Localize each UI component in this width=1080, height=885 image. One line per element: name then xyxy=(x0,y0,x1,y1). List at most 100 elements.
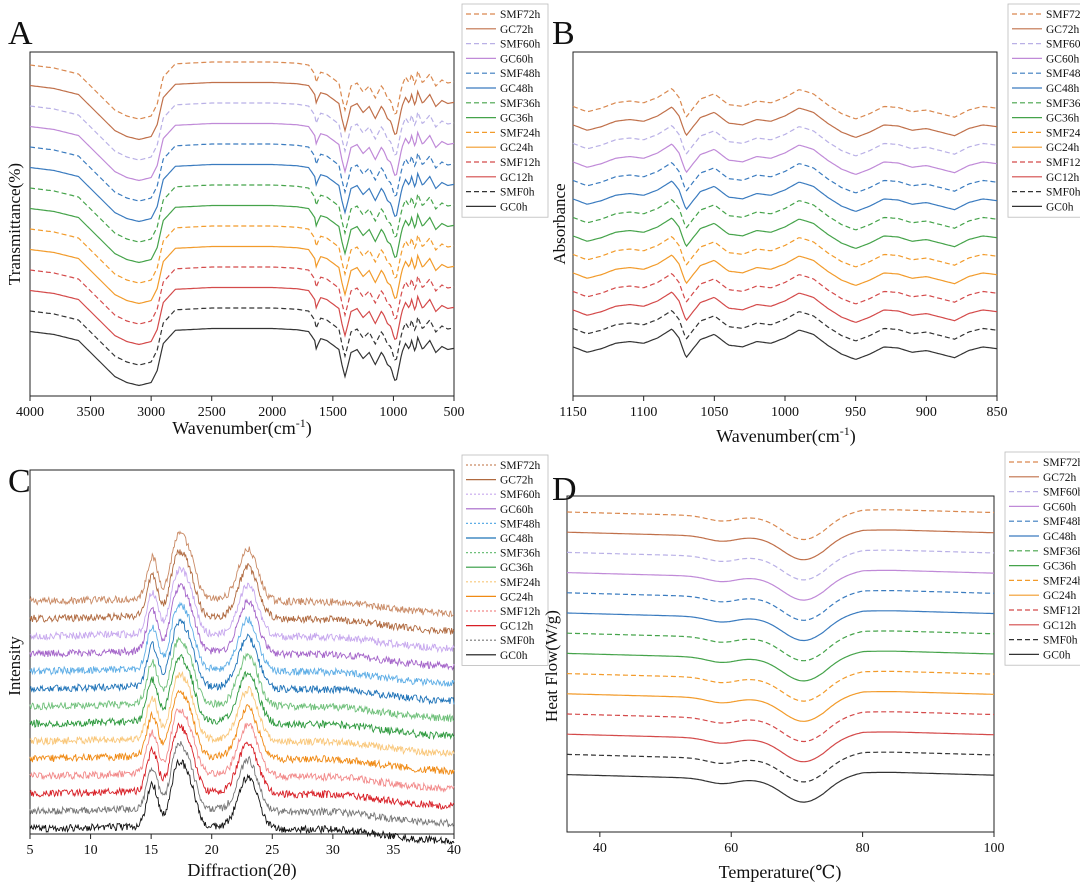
panel-d: D 40 60 80 100 Temperature(℃) Heat Flow(W/g… xyxy=(542,451,1080,883)
series-line-smf12h xyxy=(572,272,998,305)
series-line-smf72h xyxy=(572,87,998,120)
x-tick-label: 850 xyxy=(987,405,1008,420)
legend-label: GC12h xyxy=(1043,620,1076,632)
x-tick-label: 30 xyxy=(326,843,340,858)
series-line-smf60h xyxy=(572,124,998,157)
legend-label: SMF24h xyxy=(500,577,541,589)
legend-label: GC48h xyxy=(1043,531,1076,543)
legend-label: SMF12h xyxy=(1043,605,1080,617)
legend-label: GC0h xyxy=(1046,201,1074,213)
series-line-gc24h xyxy=(572,254,998,286)
series-line-gc36h xyxy=(29,204,455,264)
series-line-smf36h xyxy=(567,630,995,662)
x-ticks-a: 4000 3500 3000 2500 2000 1500 1000 500 xyxy=(16,396,465,420)
series-line-gc36h xyxy=(572,217,998,249)
series-line-gc60h xyxy=(567,569,994,601)
legend-label: SMF36h xyxy=(500,98,541,110)
series-line-smf60h xyxy=(29,566,455,654)
y-axis-label-a: Transmittance(%) xyxy=(5,163,24,285)
series-line-gc24h xyxy=(29,245,455,305)
panel-a: A 4000 3500 3000 2500 2000 1500 1000 500 Wavenu… xyxy=(5,3,549,439)
legend-label: GC72h xyxy=(1043,472,1076,484)
series-line-gc0h xyxy=(29,758,455,845)
plot-area-a xyxy=(29,61,455,387)
series-line-smf0h xyxy=(29,741,455,828)
series-line-gc60h xyxy=(29,122,455,182)
legend-label: SMF48h xyxy=(500,518,541,530)
y-axis-label-d: Heat Flow(W/g) xyxy=(542,610,561,722)
series-line-gc12h xyxy=(29,286,455,346)
legend-label: GC0h xyxy=(500,201,528,213)
legend-label: SMF72h xyxy=(1046,9,1080,21)
plot-frame-c xyxy=(29,469,455,835)
plot-area-d xyxy=(567,509,995,803)
legend-label: GC12h xyxy=(1046,172,1079,184)
series-line-smf48h xyxy=(29,143,455,202)
legend-label: GC48h xyxy=(1046,83,1079,95)
x-tick-label: 1050 xyxy=(700,405,728,420)
legend-label: GC0h xyxy=(500,650,528,662)
x-tick-label: 40 xyxy=(593,841,607,856)
legend-label: GC12h xyxy=(500,172,533,184)
series-line-smf36h xyxy=(29,184,455,243)
series-line-gc48h xyxy=(29,163,455,223)
legend-label: SMF48h xyxy=(500,68,541,80)
x-tick-label: 5 xyxy=(27,843,34,858)
series-line-gc60h xyxy=(29,583,455,671)
series-line-gc0h xyxy=(567,771,994,803)
x-tick-label: 500 xyxy=(444,405,465,420)
legend-label: SMF24h xyxy=(500,127,541,139)
legend-label: GC48h xyxy=(500,533,533,545)
panel-label-c: C xyxy=(8,463,31,500)
legend-box xyxy=(461,454,549,666)
legend-label: GC72h xyxy=(1046,24,1079,36)
series-line-smf0h xyxy=(572,309,998,342)
legend-label: SMF0h xyxy=(1043,635,1078,647)
legend-label: GC36h xyxy=(1046,113,1079,125)
series-line-gc48h xyxy=(572,180,998,212)
legend-label: GC36h xyxy=(500,113,533,125)
series-line-smf36h xyxy=(29,636,455,723)
legend-label: GC24h xyxy=(1043,590,1076,602)
series-line-gc72h xyxy=(567,529,995,561)
legend-label: SMF60h xyxy=(1046,39,1080,51)
series-line-gc12h xyxy=(572,291,998,323)
legend-label: GC60h xyxy=(500,53,533,65)
series-line-gc36h xyxy=(29,653,455,741)
series-line-smf48h xyxy=(567,590,994,621)
legend-c: SMF72h GC72h SMF60h GC60h SMF48h GC48h SMF36h G… xyxy=(461,454,549,666)
legend-label: SMF0h xyxy=(500,187,535,199)
series-line-gc24h xyxy=(567,691,994,722)
series-line-gc48h xyxy=(567,610,994,642)
series-line-gc72h xyxy=(29,81,455,141)
plot-area-c xyxy=(29,530,455,845)
x-tick-label: 4000 xyxy=(16,405,44,420)
x-tick-label: 2000 xyxy=(258,405,286,420)
series-line-gc0h xyxy=(572,328,998,360)
series-line-smf12h xyxy=(29,266,455,325)
legend-label: SMF72h xyxy=(1043,457,1080,469)
x-axis-label-c: Diffraction(2θ) xyxy=(187,860,296,881)
x-tick-label: 1500 xyxy=(319,405,347,420)
series-line-gc48h xyxy=(29,618,455,706)
series-line-gc24h xyxy=(29,689,455,775)
series-line-smf12h xyxy=(567,711,994,743)
legend-label: SMF12h xyxy=(1046,157,1080,169)
legend-label: SMF60h xyxy=(1043,487,1080,499)
series-line-smf60h xyxy=(567,549,994,581)
y-axis-label-c: Intensity xyxy=(5,636,24,696)
series-line-smf72h xyxy=(29,61,455,120)
series-line-smf24h xyxy=(567,670,994,702)
series-line-smf0h xyxy=(567,751,994,783)
legend-label: GC12h xyxy=(500,621,533,633)
x-tick-label: 60 xyxy=(724,841,738,856)
y-axis-label-b: Absorbance xyxy=(550,183,569,264)
legend-box xyxy=(1007,3,1080,218)
x-tick-label: 900 xyxy=(916,405,937,420)
panel-c: C 5 10 15 20 25 30 35 40 Diffraction(2θ) Intens… xyxy=(5,454,549,881)
series-line-smf48h xyxy=(29,601,455,687)
x-axis-label-b: Wavenumber(cm-1) xyxy=(716,424,856,447)
plot-frame-d xyxy=(566,495,995,833)
x-ticks-d: 40 60 80 100 xyxy=(593,832,1005,856)
